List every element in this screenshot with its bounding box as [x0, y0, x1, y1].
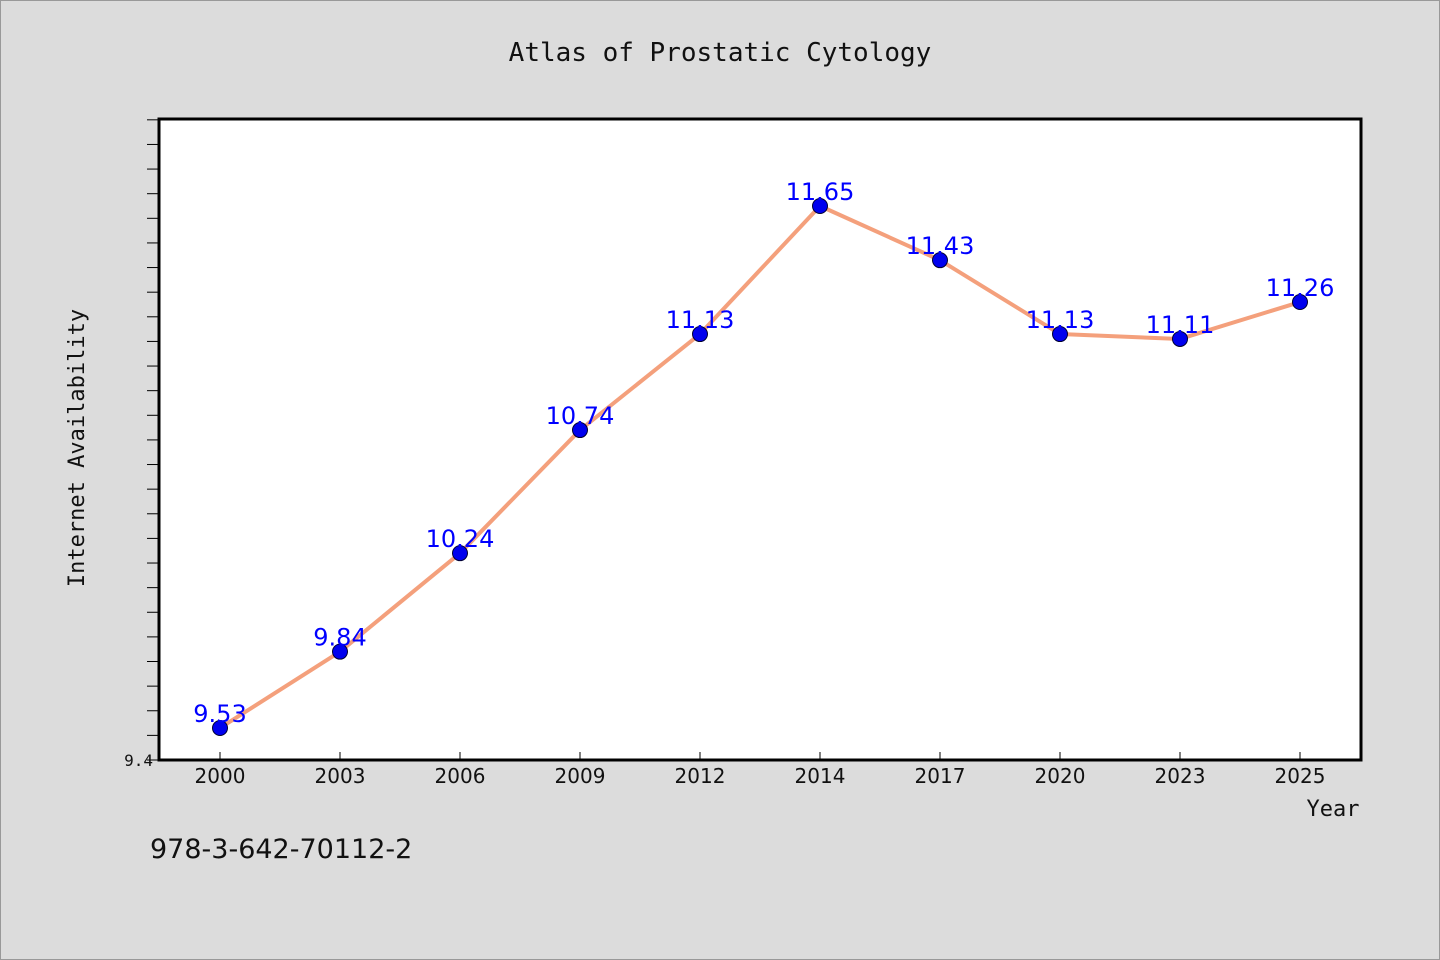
y-axis-label: Internet Availability: [65, 309, 90, 587]
data-label: 11.13: [666, 306, 735, 334]
data-point: [932, 252, 948, 269]
series-group: [212, 198, 1308, 736]
data-point: [332, 643, 348, 660]
data-label: 11.43: [906, 232, 975, 260]
data-label: 11.26: [1266, 274, 1335, 302]
data-label: 10.74: [546, 402, 615, 430]
plot-area: [157, 117, 1363, 762]
data-label: 11.13: [1026, 306, 1095, 334]
data-label: 11.11: [1146, 311, 1215, 339]
x-tick-label: 2025: [1275, 764, 1326, 788]
data-label: 11.65: [786, 178, 855, 206]
data-point: [1292, 294, 1308, 311]
x-tick-label: 2020: [1035, 764, 1086, 788]
x-tick-label: 2014: [795, 764, 846, 788]
data-point: [452, 545, 468, 562]
y-tick-label: 9.4: [124, 751, 153, 770]
x-tick-label: 2023: [1155, 764, 1206, 788]
x-tick-label: 2003: [315, 764, 366, 788]
data-point: [1172, 330, 1188, 347]
data-point: [572, 422, 588, 439]
data-labels-group: 9.53 9.84 10.24 10.74 11.13 11.65 11.43 11.13 11…: [193, 178, 1334, 728]
isbn-text: 978-3-642-70112-2: [150, 834, 413, 865]
x-tick-label: 2009: [555, 764, 606, 788]
data-label: 10.24: [426, 525, 495, 553]
x-tick-label: 2006: [435, 764, 486, 788]
series-line: [218, 204, 1302, 730]
x-tick-label: 2000: [195, 764, 246, 788]
x-axis-ticks: 2000 2003 2006 2009 2012 2014 2017 2020 2023 2025: [195, 752, 1326, 788]
chart-title: Atlas of Prostatic Cytology: [509, 38, 932, 68]
y-axis-ticks: 9.4: [124, 119, 159, 770]
data-point: [212, 719, 228, 736]
x-tick-label: 2017: [915, 764, 966, 788]
data-label: 9.53: [193, 700, 246, 728]
data-point: [692, 326, 708, 343]
data-point: [1052, 326, 1068, 343]
data-label: 9.84: [313, 624, 366, 652]
data-point: [812, 198, 828, 214]
x-axis-label: Year: [1307, 797, 1360, 822]
x-tick-label: 2012: [675, 764, 726, 788]
